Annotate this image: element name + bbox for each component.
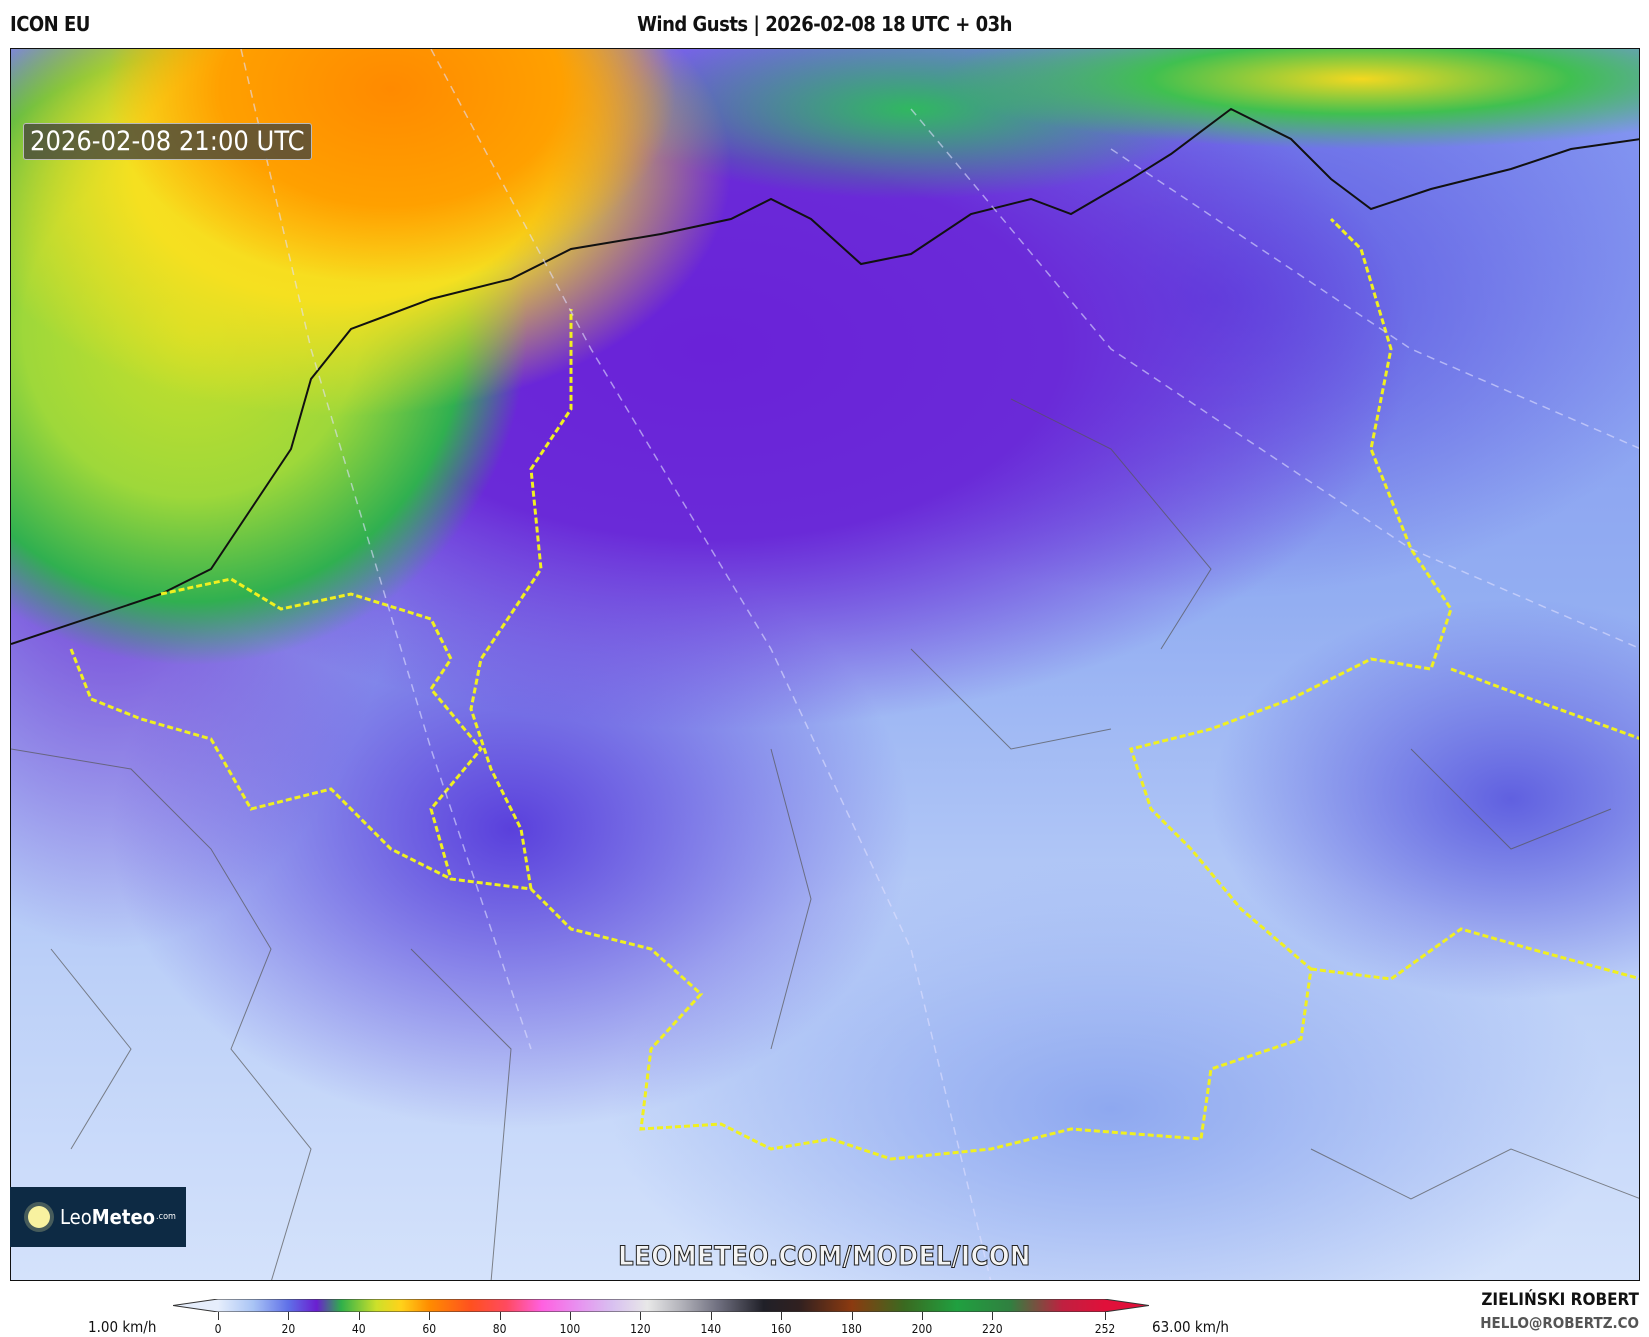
- valid-time-label: 2026-02-08 21:00 UTC: [23, 123, 312, 160]
- coastline: [11, 107, 1639, 645]
- colorbar-tick: [288, 1312, 290, 1320]
- logo-text-meteo: Meteo: [91, 1205, 156, 1229]
- colorbar-tick: [218, 1312, 219, 1320]
- map-title: Wind Gusts | 2026-02-08 18 UTC + 03h: [637, 12, 1012, 36]
- colorbar-tick-label: 80: [492, 1322, 507, 1336]
- colorbar-tick-label: 200: [911, 1322, 933, 1336]
- colorbar-tick: [851, 1312, 853, 1320]
- watermark-url: LEOMETEO.COM/MODEL/ICON: [618, 1241, 1031, 1273]
- colorbar-tick-label: 120: [630, 1322, 651, 1336]
- colorbar-tick: [710, 1312, 712, 1320]
- colorbar-tick: [358, 1312, 360, 1320]
- colorbar-tick-label: 180: [841, 1322, 862, 1336]
- author-name: ZIELIŃSKI ROBERT: [1481, 1290, 1639, 1310]
- logo-text-com: .com: [156, 1212, 176, 1222]
- colorbar-tick-label: 252: [1094, 1322, 1116, 1336]
- colorbar-tick: [1105, 1312, 1106, 1320]
- colorbar-tick-label: 20: [281, 1322, 296, 1336]
- colorbar-body: [173, 1299, 1149, 1312]
- colorbar-tick: [781, 1312, 783, 1320]
- country-border: [160, 217, 1453, 1161]
- colorbar: [173, 1299, 1149, 1312]
- colorbar-tick: [569, 1312, 571, 1320]
- colorbar-tick-label: 160: [770, 1322, 792, 1336]
- colorbar-tick: [992, 1312, 994, 1320]
- boundaries-overlay: [11, 49, 1639, 1280]
- leometeo-logo[interactable]: Leo Meteo .com: [10, 1187, 186, 1247]
- region-borders: [11, 398, 1639, 1280]
- colorbar-tick-label: 0: [214, 1322, 222, 1336]
- author-email[interactable]: HELLO@ROBERTZ.CO: [1480, 1314, 1639, 1332]
- model-name: ICON EU: [10, 12, 90, 36]
- colorbar-tick-label: 100: [559, 1322, 581, 1336]
- wind-gust-map: 2026-02-08 21:00 UTC: [10, 48, 1640, 1281]
- pressure-isobar: [240, 49, 1639, 1280]
- legend-max-label: 63.00 km/h: [1152, 1318, 1229, 1336]
- colorbar-tick-label: 60: [422, 1322, 437, 1336]
- logo-text-leo: Leo: [60, 1205, 92, 1229]
- colorbar-tick: [429, 1312, 431, 1320]
- colorbar-tick-label: 140: [700, 1322, 722, 1336]
- colorbar-tick: [921, 1312, 923, 1320]
- colorbar-tick: [499, 1312, 501, 1320]
- colorbar-tick-label: 40: [351, 1322, 366, 1336]
- colorbar-tick: [640, 1312, 642, 1320]
- country-border: [69, 309, 1639, 981]
- colorbar-tick-label: 220: [982, 1322, 1003, 1336]
- legend-min-label: 1.00 km/h: [88, 1318, 157, 1336]
- sun-icon: [28, 1206, 50, 1228]
